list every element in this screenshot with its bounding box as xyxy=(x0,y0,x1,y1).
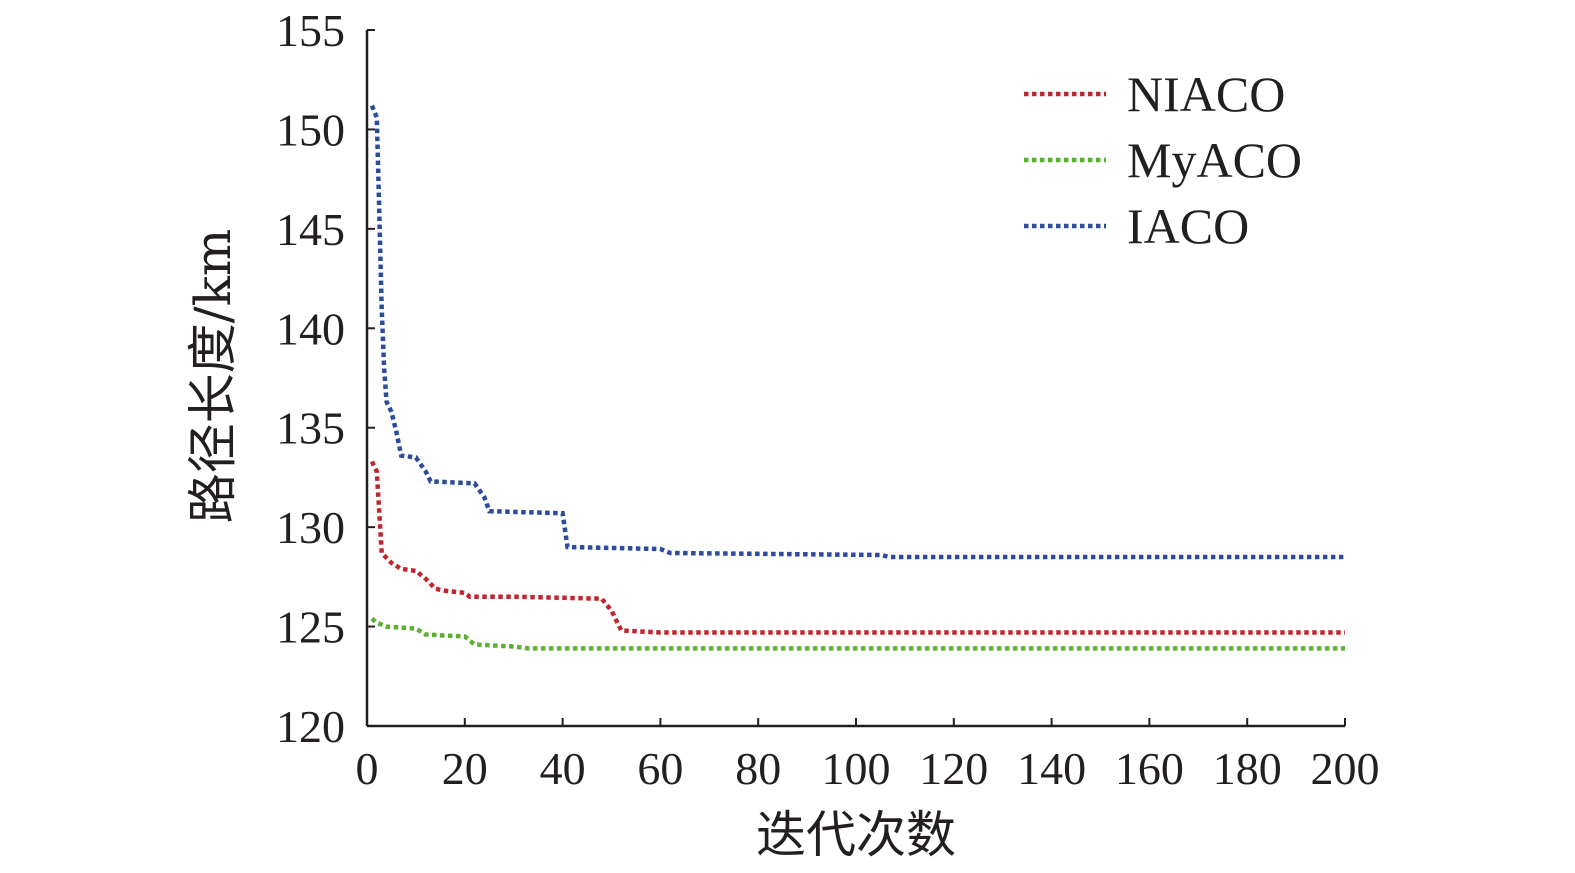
y-tick-label: 145 xyxy=(276,204,345,255)
x-tick-label: 120 xyxy=(919,743,988,794)
legend-label-myaco: MyACO xyxy=(1127,132,1302,188)
y-axis-title: 路径长度/km xyxy=(184,229,242,524)
x-tick-label: 100 xyxy=(822,743,891,794)
x-tick-label: 40 xyxy=(540,743,586,794)
y-tick-label: 155 xyxy=(276,5,345,56)
series-line-myaco xyxy=(370,616,1345,651)
x-tick-label: 0 xyxy=(356,743,379,794)
axes: 0 20 40 60 80 100 120 140 160 180 200 120 125 130 135 1… xyxy=(276,5,1380,794)
x-tick-label: 60 xyxy=(637,743,683,794)
x-tick-label: 200 xyxy=(1311,743,1380,794)
x-axis-title: 迭代次数 xyxy=(756,806,956,864)
y-tick-label: 130 xyxy=(276,502,345,553)
x-tick-label: 80 xyxy=(735,743,781,794)
y-tick-label: 135 xyxy=(276,403,345,454)
series-line-niaco xyxy=(369,460,1345,635)
y-tick-label: 150 xyxy=(276,104,345,155)
x-tick-label: 180 xyxy=(1213,743,1282,794)
y-tick-label: 140 xyxy=(276,303,345,354)
x-tick-label: 140 xyxy=(1017,743,1086,794)
y-tick-label: 125 xyxy=(276,602,345,653)
legend: NIACO MyACO IACO xyxy=(1024,66,1302,254)
series-layer xyxy=(369,104,1345,651)
legend-label-iaco: IACO xyxy=(1127,198,1249,254)
legend-label-niaco: NIACO xyxy=(1127,66,1285,122)
y-tick-label: 120 xyxy=(276,701,345,752)
x-tick-label: 20 xyxy=(442,743,488,794)
series-line-iaco xyxy=(369,104,1345,560)
x-tick-label: 160 xyxy=(1115,743,1184,794)
